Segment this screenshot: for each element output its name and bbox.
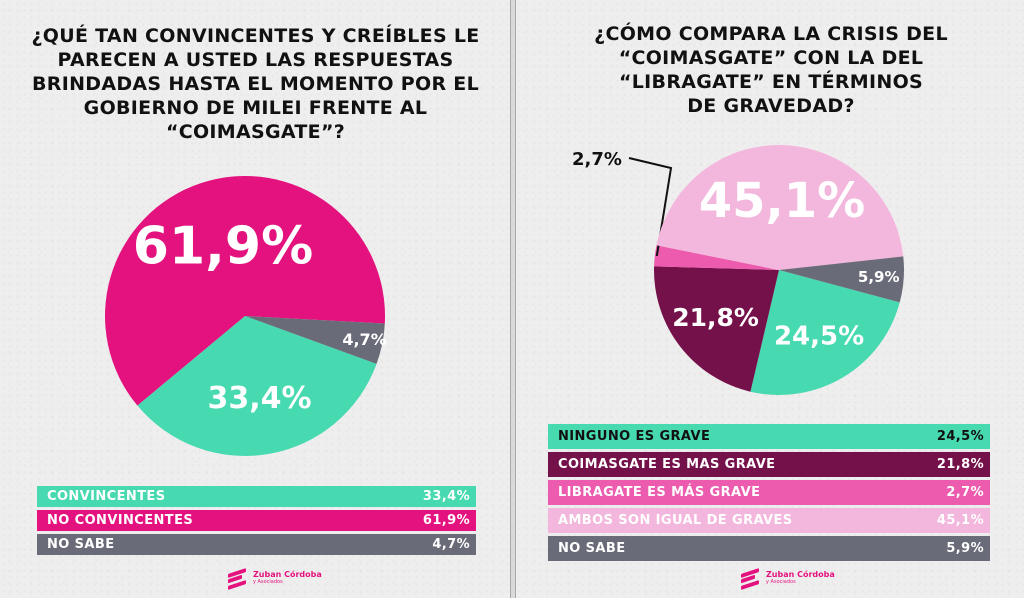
- pie-slice: [750, 270, 900, 395]
- legend-row: CONVINCENTES 33,4%: [37, 486, 476, 507]
- left-legend: CONVINCENTES 33,4% NO CONVINCENTES 61,9% NO …: [37, 486, 476, 558]
- legend-value: 45,1%: [936, 513, 984, 528]
- right-pie-chart: 24,5% 21,8% 2,7% 45,1% 5,9%: [572, 144, 904, 395]
- legend-row: COIMASGATE ES MAS GRAVE 21,8%: [548, 452, 990, 477]
- pie-slice: [779, 256, 904, 303]
- right-legend: NINGUNO ES GRAVE 24,5% COIMASGATE ES MAS G…: [548, 424, 990, 564]
- legend-label: NO CONVINCENTES: [47, 513, 194, 528]
- legend-row: NO SABE 4,7%: [37, 534, 476, 555]
- pie-slice: [656, 144, 904, 270]
- legend-row: NO SABE 5,9%: [548, 536, 990, 561]
- pie-data-label: 5,9%: [858, 268, 900, 286]
- legend-row: LIBRAGATE ES MÁS GRAVE 2,7%: [548, 480, 990, 505]
- legend-value: 61,9%: [422, 513, 470, 528]
- legend-value: 33,4%: [422, 489, 470, 504]
- pie-slice: [654, 245, 779, 270]
- legend-label: LIBRAGATE ES MÁS GRAVE: [558, 485, 761, 500]
- legend-row: NINGUNO ES GRAVE 24,5%: [548, 424, 990, 449]
- legend-value: 24,5%: [936, 429, 984, 444]
- pie-data-label: 33,4%: [208, 381, 312, 416]
- pie-data-label: 45,1%: [699, 173, 866, 229]
- left-panel: ¿QUÉ TAN CONVINCENTES Y CREÍBLES LE PARE…: [0, 0, 510, 598]
- pie-data-label: 24,5%: [774, 321, 864, 351]
- zc-logo-icon: [228, 568, 248, 590]
- legend-label: AMBOS SON IGUAL DE GRAVES: [558, 513, 793, 528]
- pie-data-label: 4,7%: [342, 330, 386, 349]
- right-panel: ¿CÓMO COMPARA LA CRISIS DEL “COIMASGATE”…: [516, 0, 1024, 598]
- brand-logo: Zuban Córdoba y Asociados: [228, 568, 322, 590]
- panel-divider: [510, 0, 516, 598]
- zc-logo-icon: [741, 568, 761, 590]
- legend-label: NINGUNO ES GRAVE: [558, 429, 711, 444]
- legend-value: 5,9%: [946, 541, 984, 556]
- left-pie-chart: 33,4% 61,9% 4,7%: [104, 175, 387, 456]
- leader-line: [628, 157, 673, 257]
- pie-slice: [245, 316, 385, 364]
- left-question-title: ¿QUÉ TAN CONVINCENTES Y CREÍBLES LE PARE…: [31, 25, 480, 143]
- legend-label: COIMASGATE ES MAS GRAVE: [558, 457, 776, 472]
- right-question-title: ¿CÓMO COMPARA LA CRISIS DEL “COIMASGATE”…: [594, 23, 948, 117]
- brand-name: Zuban Córdoba y Asociados: [766, 570, 835, 586]
- legend-row: NO CONVINCENTES 61,9%: [37, 510, 476, 531]
- legend-row: AMBOS SON IGUAL DE GRAVES 45,1%: [548, 508, 990, 533]
- brand-logo-right: Zuban Córdoba y Asociados: [741, 568, 835, 590]
- brand-name: Zuban Córdoba y Asociados: [253, 570, 322, 586]
- pie-data-label: 21,8%: [672, 303, 759, 332]
- legend-label: NO SABE: [558, 541, 626, 556]
- legend-value: 2,7%: [946, 485, 984, 500]
- pie-data-label: 2,7%: [572, 149, 622, 170]
- legend-value: 21,8%: [936, 457, 984, 472]
- legend-label: CONVINCENTES: [47, 489, 166, 504]
- legend-value: 4,7%: [432, 537, 470, 552]
- legend-label: NO SABE: [47, 537, 115, 552]
- pie-data-label: 61,9%: [133, 217, 313, 277]
- pie-slice: [104, 175, 385, 406]
- pie-slice: [654, 266, 779, 392]
- pie-slice: [137, 316, 377, 456]
